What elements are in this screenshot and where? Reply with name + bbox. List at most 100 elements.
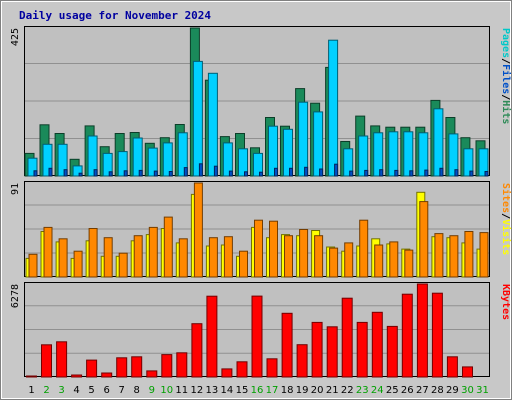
chart-panels: 425 Pages/Files/Hits 91 Sites/Visits 6278 KBy… bbox=[10, 26, 512, 378]
files-bar-day-27 bbox=[418, 132, 429, 177]
kbytes-bar-day-30 bbox=[462, 366, 473, 378]
kbytes-bar-day-8 bbox=[131, 356, 143, 378]
legend-entry: Visits bbox=[500, 219, 512, 255]
day-label: 11 bbox=[175, 385, 188, 396]
pages-bar-day-14 bbox=[228, 170, 233, 177]
kbytes-bar-day-22 bbox=[341, 297, 353, 378]
sites-bar-day-28 bbox=[434, 233, 444, 278]
kbytes-bar-day-25 bbox=[386, 325, 398, 378]
day-label: 12 bbox=[191, 385, 204, 396]
sites-bar-day-30 bbox=[464, 231, 474, 278]
sites-bar-day-19 bbox=[299, 229, 309, 278]
files-bar-day-5 bbox=[87, 135, 98, 177]
pages-bar-day-28 bbox=[439, 167, 444, 177]
sites-bar-day-6 bbox=[103, 237, 113, 278]
day-label: 18 bbox=[281, 385, 294, 396]
day-label: 10 bbox=[160, 385, 173, 396]
pages-bar-day-16 bbox=[259, 171, 263, 177]
y-max-label: 425 bbox=[10, 28, 21, 46]
kbytes-bar-day-4 bbox=[71, 374, 83, 378]
day-label: 3 bbox=[58, 385, 64, 396]
kbytes-bar-day-24 bbox=[371, 311, 383, 378]
sites-bar-day-3 bbox=[58, 238, 68, 278]
kbytes-bar-day-20 bbox=[311, 321, 323, 378]
day-label: 15 bbox=[236, 385, 249, 396]
kbytes-bar-day-29 bbox=[446, 356, 458, 378]
kbytes-bar-day-26 bbox=[401, 293, 413, 378]
day-label: 17 bbox=[266, 385, 279, 396]
series-legend: Pages/Files/Hits bbox=[500, 28, 512, 124]
files-bar-day-19 bbox=[298, 101, 309, 177]
kbytes-bar-day-23 bbox=[356, 321, 368, 378]
series-legend: KBytes bbox=[500, 284, 511, 320]
pages-bar-day-27 bbox=[424, 169, 429, 177]
pages-bar-day-2 bbox=[48, 167, 53, 177]
files-bar-day-10 bbox=[162, 142, 173, 177]
day-label: 8 bbox=[134, 385, 140, 396]
files-bar-day-1 bbox=[27, 157, 38, 177]
panel-2: 91 Sites/Visits bbox=[10, 181, 512, 278]
kbytes-bar-day-12 bbox=[191, 323, 203, 378]
day-label: 22 bbox=[341, 385, 354, 396]
pages-bar-day-18 bbox=[289, 167, 293, 177]
day-label: 14 bbox=[221, 385, 234, 396]
files-bar-day-7 bbox=[117, 151, 128, 177]
sites-bar-day-22 bbox=[344, 242, 354, 278]
files-bar-day-8 bbox=[132, 137, 143, 177]
kbytes-bar-day-21 bbox=[326, 326, 338, 378]
day-label: 21 bbox=[326, 385, 339, 396]
kbytes-bar-day-1 bbox=[26, 375, 37, 378]
pages-bar-day-25 bbox=[394, 169, 399, 177]
day-label: 30 bbox=[461, 385, 474, 396]
sites-bar-day-18 bbox=[284, 235, 293, 278]
files-bar-day-12 bbox=[192, 60, 203, 177]
day-label: 7 bbox=[119, 385, 125, 396]
files-bar-day-21 bbox=[328, 39, 339, 177]
pages-bar-day-30 bbox=[469, 170, 474, 177]
kbytes-bar-day-2 bbox=[41, 344, 52, 378]
sites-bar-day-27 bbox=[419, 201, 429, 278]
kbytes-bar-day-14 bbox=[221, 368, 233, 378]
day-label: 20 bbox=[311, 385, 324, 396]
pages-bar-day-5 bbox=[93, 169, 98, 177]
sites-bar-day-5 bbox=[88, 228, 98, 278]
y-max-label: 91 bbox=[10, 183, 21, 195]
files-bar-day-15 bbox=[238, 148, 248, 177]
sites-bar-day-9 bbox=[148, 226, 158, 278]
day-label: 26 bbox=[401, 385, 414, 396]
kbytes-bar-day-27 bbox=[416, 283, 428, 378]
day-label: 25 bbox=[386, 385, 399, 396]
kbytes-bar-day-5 bbox=[86, 359, 98, 378]
kbytes-bar-day-28 bbox=[431, 292, 443, 378]
sites-bar-day-25 bbox=[389, 241, 399, 278]
files-bar-day-3 bbox=[57, 143, 68, 177]
panel-1: 425 Pages/Files/Hits bbox=[10, 26, 512, 177]
sites-bar-day-15 bbox=[239, 250, 248, 278]
files-bar-day-22 bbox=[343, 148, 354, 177]
files-bar-day-13 bbox=[207, 72, 218, 177]
kbytes-bar-day-3 bbox=[56, 341, 68, 378]
y-max-label: 6278 bbox=[10, 284, 21, 308]
day-label: 23 bbox=[356, 385, 369, 396]
pages-bar-day-29 bbox=[454, 169, 459, 177]
files-bar-day-24 bbox=[373, 132, 384, 177]
day-label: 24 bbox=[371, 385, 384, 396]
pages-bar-day-20 bbox=[319, 168, 324, 177]
kbytes-bar-day-11 bbox=[176, 352, 188, 378]
sites-bar-day-4 bbox=[73, 250, 83, 278]
kbytes-bar-day-16 bbox=[251, 295, 263, 378]
legend-entry: Files bbox=[500, 64, 512, 94]
kbytes-bar-day-15 bbox=[236, 361, 248, 378]
pages-bar-day-7 bbox=[123, 170, 128, 177]
files-bar-day-11 bbox=[177, 132, 188, 177]
kbytes-bar-day-19 bbox=[296, 344, 308, 378]
sites-bar-day-14 bbox=[223, 236, 233, 278]
pages-bar-day-8 bbox=[138, 169, 143, 177]
files-bar-day-18 bbox=[283, 128, 293, 177]
files-bar-day-14 bbox=[222, 142, 233, 177]
sites-bar-day-7 bbox=[118, 252, 128, 278]
day-label: 19 bbox=[296, 385, 309, 396]
kbytes-bar-day-18 bbox=[281, 312, 293, 378]
day-label: 2 bbox=[43, 385, 49, 396]
